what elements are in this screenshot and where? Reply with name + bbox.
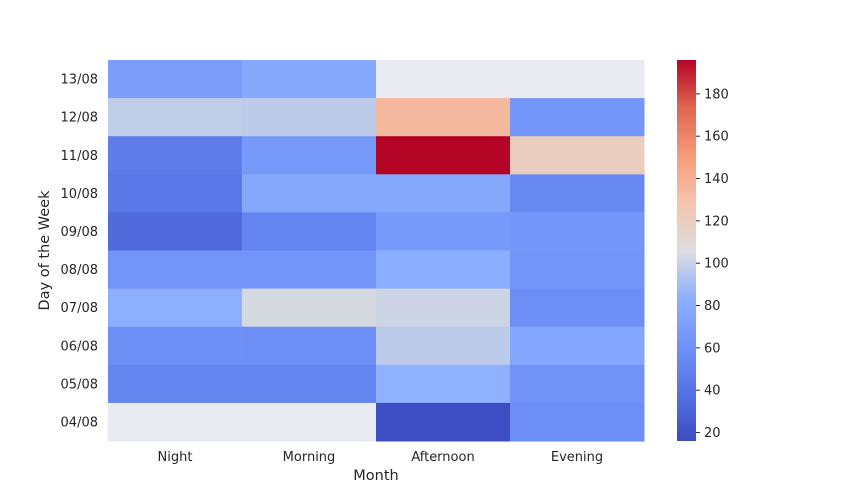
heatmap-cell bbox=[510, 174, 645, 213]
y-tick-label: 06/08 bbox=[61, 339, 98, 354]
heatmap-cell bbox=[510, 136, 645, 175]
heatmap-cell bbox=[376, 60, 511, 99]
heatmap-cell bbox=[510, 250, 645, 290]
heatmap-cell bbox=[108, 212, 243, 251]
colorbar-tick-label: 120 bbox=[704, 214, 729, 229]
heatmap-cell bbox=[376, 364, 511, 404]
y-tick-label: 13/08 bbox=[61, 73, 98, 88]
heatmap-cell bbox=[108, 98, 243, 137]
heatmap-cell bbox=[376, 98, 511, 137]
colorbar-tick-label: 160 bbox=[704, 130, 729, 145]
colorbar-tick-label: 140 bbox=[704, 172, 729, 187]
heatmap-cell bbox=[376, 174, 511, 213]
x-tick-label: Night bbox=[158, 450, 193, 465]
heatmap-cell bbox=[242, 60, 377, 99]
heatmap-cell bbox=[242, 326, 377, 366]
y-tick-label: 10/08 bbox=[61, 187, 98, 202]
colorbar-tick-label: 20 bbox=[704, 426, 721, 441]
heatmap-cells bbox=[108, 60, 645, 442]
heatmap-cell bbox=[108, 402, 243, 442]
heatmap-cell bbox=[510, 98, 645, 137]
heatmap-cell bbox=[510, 364, 645, 404]
heatmap-cell bbox=[242, 288, 377, 328]
heatmap-cell bbox=[376, 250, 511, 290]
x-tick-label: Evening bbox=[551, 450, 603, 465]
colorbar-tick-label: 180 bbox=[704, 87, 729, 102]
heatmap-cell bbox=[376, 136, 511, 175]
y-tick-label: 11/08 bbox=[61, 149, 98, 164]
heatmap-cell bbox=[510, 402, 645, 442]
heatmap-cell bbox=[242, 174, 377, 213]
heatmap-cell bbox=[510, 288, 645, 328]
heatmap-cell bbox=[242, 98, 377, 137]
x-tick-label: Afternoon bbox=[411, 450, 474, 465]
colorbar-tick-label: 80 bbox=[704, 299, 721, 314]
colorbar-tick-label: 40 bbox=[704, 384, 721, 399]
heatmap-cell bbox=[108, 174, 243, 213]
y-tick-labels: 13/08 12/08 11/08 10/08 09/08 08/08 07/08 06/08… bbox=[61, 73, 98, 431]
colorbar-tick-label: 60 bbox=[704, 341, 721, 356]
heatmap-cell bbox=[376, 326, 511, 366]
heatmap-cell bbox=[242, 250, 377, 290]
x-tick-label: Morning bbox=[283, 450, 336, 465]
colorbar-gradient bbox=[677, 60, 696, 441]
heatmap-cell bbox=[108, 288, 243, 328]
heatmap-cell bbox=[108, 250, 243, 290]
heatmap-cell bbox=[242, 136, 377, 175]
y-tick-label: 07/08 bbox=[61, 301, 98, 316]
y-tick-label: 04/08 bbox=[61, 415, 98, 430]
y-tick-label: 08/08 bbox=[61, 263, 98, 278]
heatmap-cell bbox=[510, 326, 645, 366]
x-axis-title: Month bbox=[353, 468, 398, 484]
y-tick-label: 12/08 bbox=[61, 111, 98, 126]
y-tick-label: 09/08 bbox=[61, 225, 98, 240]
heatmap-cell bbox=[376, 402, 511, 442]
heatmap-cell bbox=[108, 364, 243, 404]
heatmap-cell bbox=[108, 136, 243, 175]
y-axis-title: Day of the Week bbox=[37, 190, 53, 311]
heatmap-cell bbox=[376, 288, 511, 328]
heatmap-cell bbox=[242, 364, 377, 404]
heatmap-cell bbox=[376, 212, 511, 251]
colorbar-tick-label: 100 bbox=[704, 257, 729, 272]
heatmap-cell bbox=[108, 60, 243, 99]
heatmap-cell bbox=[108, 326, 243, 366]
y-tick-label: 05/08 bbox=[61, 377, 98, 392]
heatmap-cell bbox=[510, 212, 645, 251]
heatmap-cell bbox=[510, 60, 645, 99]
x-tick-labels: Night Morning Afternoon Evening bbox=[158, 450, 604, 465]
colorbar: 20 40 60 80 100 120 140 160 180 bbox=[677, 60, 729, 441]
heatmap-cell bbox=[242, 402, 377, 442]
heatmap-cell bbox=[242, 212, 377, 251]
